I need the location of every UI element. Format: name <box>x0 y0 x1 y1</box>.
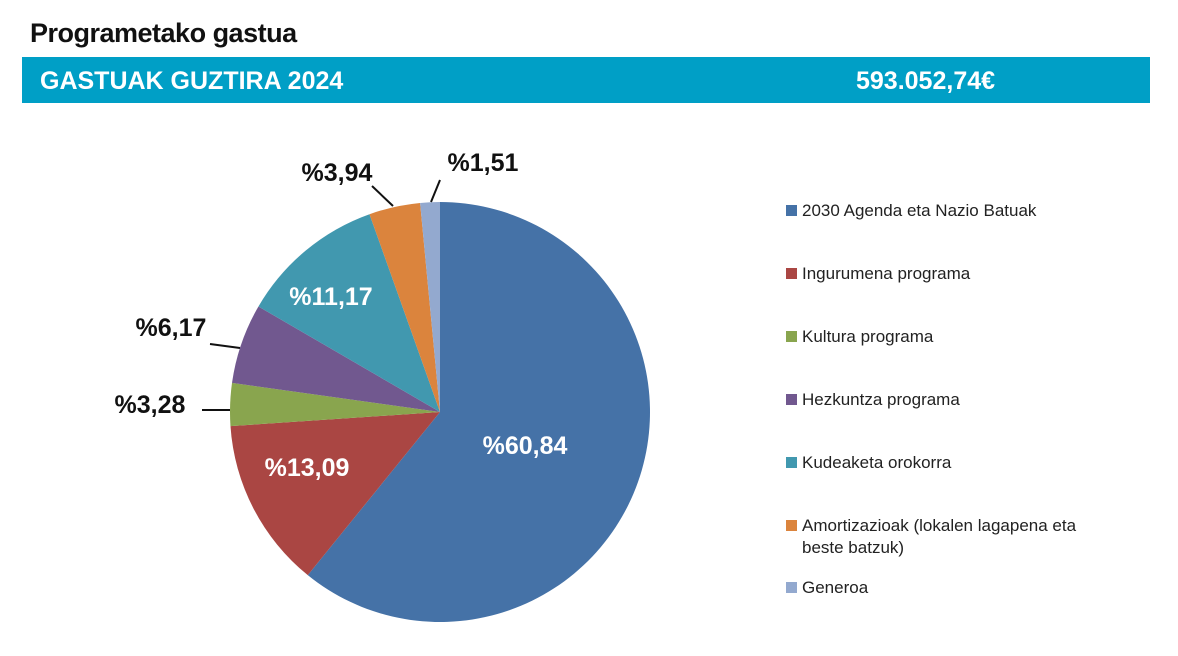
pie-slice <box>420 202 440 412</box>
legend-item: Kudeaketa orokorra <box>786 452 951 474</box>
legend-swatch <box>786 582 797 593</box>
legend-item: 2030 Agenda eta Nazio Batuak <box>786 200 1036 222</box>
data-label: %1,51 <box>448 149 519 177</box>
legend-swatch <box>786 268 797 279</box>
legend-item: Amortizazioak (lokalen lagapena eta best… <box>786 515 1092 559</box>
page-title: Programetako gastua <box>30 18 297 48</box>
leader-line <box>371 185 394 207</box>
data-label: %6,17 <box>136 314 207 342</box>
pie-slice <box>232 306 440 412</box>
data-label: %3,28 <box>115 391 186 419</box>
pie-slice <box>258 214 440 412</box>
legend-item: Hezkuntza programa <box>786 389 960 411</box>
data-label: %13,09 <box>265 454 350 482</box>
legend-swatch <box>786 331 797 342</box>
legend-item: Ingurumena programa <box>786 263 970 285</box>
pie-slice <box>230 412 440 576</box>
data-label: %11,17 <box>289 283 372 311</box>
legend-item: Generoa <box>786 577 868 599</box>
legend-swatch <box>786 457 797 468</box>
leader-line <box>430 179 441 203</box>
legend-swatch <box>786 394 797 405</box>
total-label: GASTUAK GUZTIRA 2024 <box>40 67 344 95</box>
legend-swatch <box>786 205 797 216</box>
legend-swatch <box>786 520 797 531</box>
total-bar: GASTUAK GUZTIRA 2024 593.052,74€ <box>22 57 1150 103</box>
pie-slice <box>230 382 440 427</box>
data-label: %60,84 <box>483 432 568 460</box>
pie-slice <box>369 202 440 412</box>
total-value: 593.052,74€ <box>856 67 996 95</box>
pie-slice <box>307 202 650 622</box>
data-label: %3,94 <box>302 159 373 187</box>
leader-line <box>209 343 241 349</box>
legend-item: Kultura programa <box>786 326 933 348</box>
